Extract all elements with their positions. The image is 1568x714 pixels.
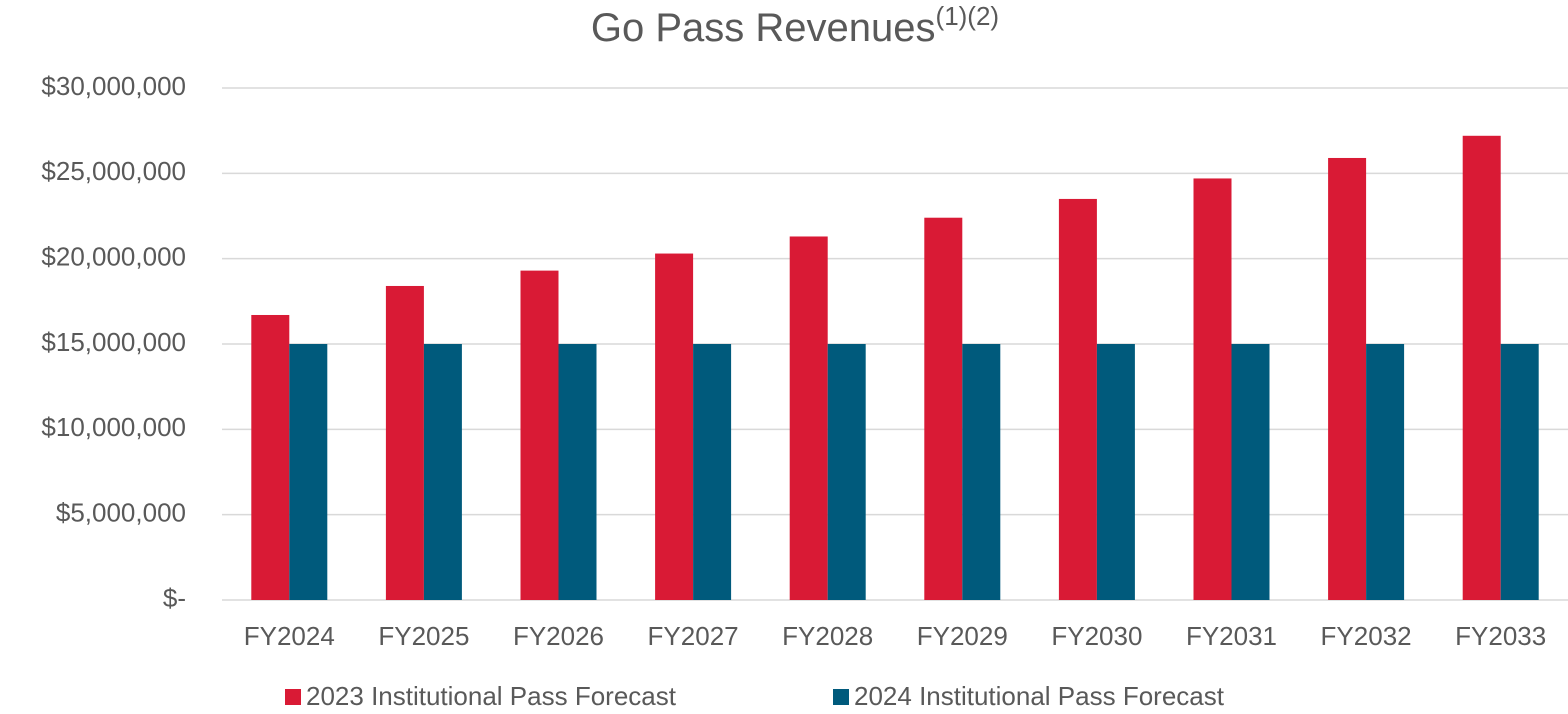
bar: [693, 344, 732, 600]
y-tick-label: $-: [163, 583, 186, 613]
bar: [289, 344, 328, 600]
bar: [827, 344, 866, 600]
bar: [520, 270, 559, 600]
bar: [1500, 344, 1539, 600]
bar: [1328, 157, 1367, 600]
legend-label: 2023 Institutional Pass Forecast: [306, 681, 677, 711]
x-tick-label: FY2028: [782, 621, 873, 651]
y-tick-label: $10,000,000: [41, 412, 186, 442]
bar: [655, 253, 694, 600]
bar: [924, 217, 963, 600]
bar: [423, 344, 462, 600]
x-tick-label: FY2025: [378, 621, 469, 651]
x-tick-label: FY2031: [1186, 621, 1277, 651]
y-tick-label: $30,000,000: [41, 71, 186, 101]
bar: [962, 344, 1001, 600]
x-tick-label: FY2026: [513, 621, 604, 651]
bar: [251, 314, 290, 600]
bar: [1193, 178, 1232, 600]
bar: [385, 285, 424, 600]
x-tick-label: FY2029: [917, 621, 1008, 651]
x-tick-label: FY2024: [244, 621, 335, 651]
title-superscript: (1)(2): [936, 1, 1000, 31]
legend-swatch: [833, 689, 849, 705]
bar: [1462, 135, 1501, 600]
x-tick-label: FY2030: [1051, 621, 1142, 651]
bar: [1366, 344, 1405, 600]
y-tick-label: $15,000,000: [41, 327, 186, 357]
bar: [558, 344, 597, 600]
bar: [1231, 344, 1270, 600]
bar: [789, 236, 828, 601]
bar: [1058, 198, 1097, 600]
x-tick-label: FY2032: [1321, 621, 1412, 651]
legend-label: 2024 Institutional Pass Forecast: [854, 681, 1225, 711]
y-tick-label: $25,000,000: [41, 156, 186, 186]
x-tick-label: FY2033: [1455, 621, 1546, 651]
y-tick-label: $20,000,000: [41, 242, 186, 272]
legend-swatch: [285, 689, 301, 705]
x-tick-label: FY2027: [648, 621, 739, 651]
title-main: Go Pass Revenues: [591, 6, 936, 50]
bar: [1096, 344, 1135, 600]
y-tick-label: $5,000,000: [56, 498, 186, 528]
chart-title: Go Pass Revenues(1)(2): [591, 1, 999, 50]
